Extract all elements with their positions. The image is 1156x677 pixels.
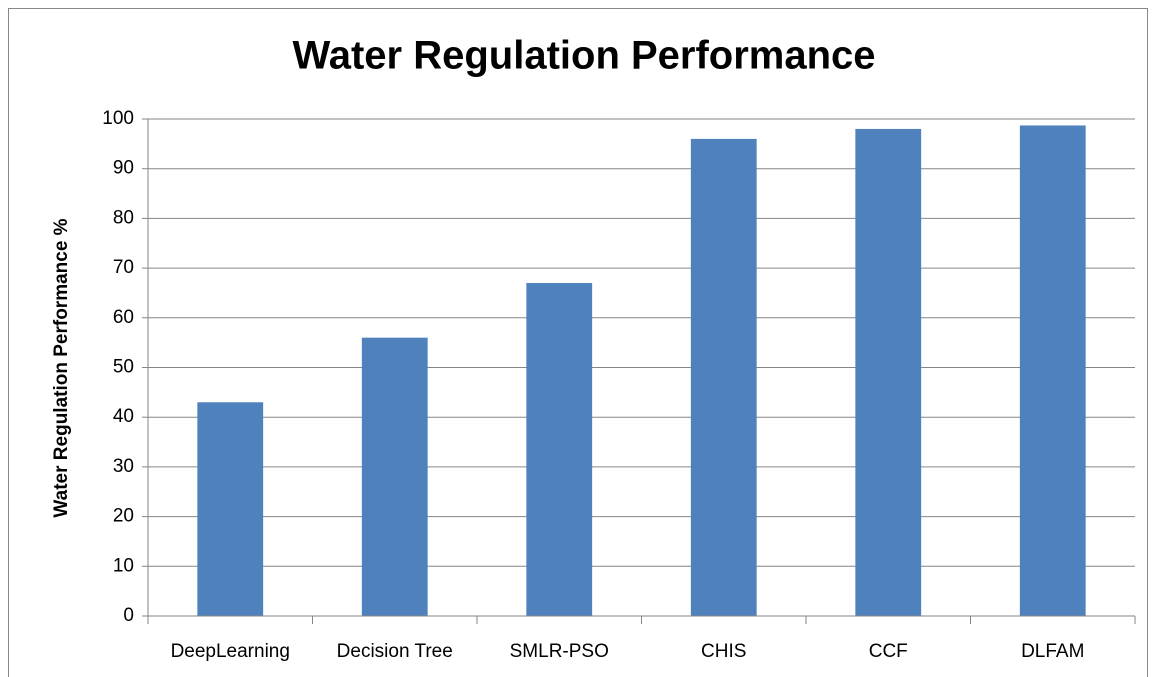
y-tick-label: 10 [113,555,134,576]
chart-border [8,8,1148,677]
bar [690,138,757,616]
x-tick-label: CCF [869,641,908,662]
bar [361,337,428,616]
bar [1019,125,1086,616]
x-tick-label: DLFAM [1021,641,1084,662]
x-tick-label: SMLR-PSO [510,641,609,662]
bar [197,402,264,616]
y-tick-label: 20 [113,506,134,527]
y-tick-label: 80 [113,207,134,228]
y-tick-label: 60 [113,307,134,328]
bar [855,128,922,616]
chart-title: Water Regulation Performance [292,34,875,78]
y-tick-label: 40 [113,406,134,427]
y-tick-label: 90 [113,158,134,179]
x-tick-label: CHIS [701,641,746,662]
y-tick-label: 50 [113,357,134,378]
x-tick-label: Decision Tree [337,641,453,662]
y-axis-title: Water Regulation Performance % [51,218,72,517]
x-tick-label: DeepLearning [171,641,290,662]
y-tick-label: 0 [123,605,134,626]
bar [526,283,593,616]
y-tick-label: 100 [102,108,134,129]
y-tick-label: 70 [113,257,134,278]
y-tick-label: 30 [113,456,134,477]
